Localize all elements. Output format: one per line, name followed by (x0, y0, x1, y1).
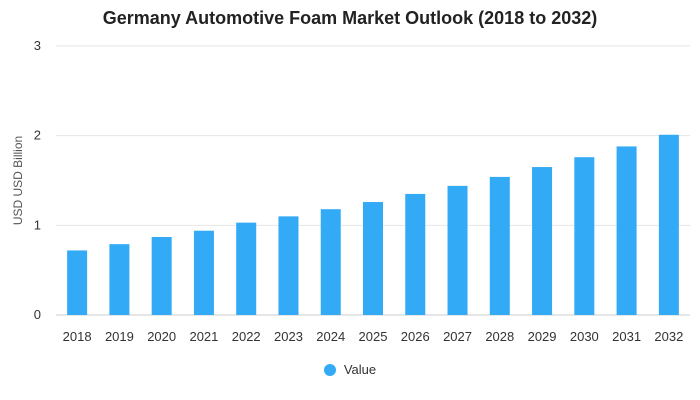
bar-2023[interactable] (278, 216, 299, 315)
x-tick-label: 2019 (105, 329, 134, 344)
x-tick-label: 2020 (147, 329, 176, 344)
x-tick-label: 2031 (612, 329, 641, 344)
x-tick-label: 2025 (359, 329, 388, 344)
legend: Value (0, 362, 700, 377)
bar-2025[interactable] (363, 202, 383, 315)
x-tick-label: 2018 (63, 329, 92, 344)
bar-2027[interactable] (447, 185, 468, 315)
x-tick-label: 2024 (316, 329, 345, 344)
x-tick-label: 2028 (485, 329, 514, 344)
y-tick-label: 3 (34, 38, 41, 53)
bar-2026[interactable] (405, 193, 426, 315)
bar-2021[interactable] (193, 230, 214, 315)
y-tick-label: 0 (34, 307, 41, 322)
x-tick-label: 2026 (401, 329, 430, 344)
y-axis-ticks: 0 1 2 3 (34, 38, 41, 322)
bar-2018[interactable] (67, 250, 88, 315)
x-tick-label: 2029 (528, 329, 557, 344)
x-tick-label: 2021 (189, 329, 218, 344)
x-tick-label: 2030 (570, 329, 599, 344)
bar-2030[interactable] (574, 157, 595, 315)
legend-swatch-icon (323, 363, 336, 376)
x-axis-ticks: 2018 2019 2020 2021 2022 2023 2024 2025 2026 2027… (63, 329, 684, 344)
x-tick-label: 2022 (232, 329, 261, 344)
y-tick-label: 2 (34, 128, 41, 143)
bar-2020[interactable] (151, 236, 172, 315)
legend-label[interactable]: Value (343, 362, 377, 377)
x-tick-label: 2027 (443, 329, 472, 344)
bar-2029[interactable] (532, 167, 553, 315)
bars (67, 134, 679, 315)
bar-2019[interactable] (109, 244, 130, 315)
x-tick-label: 2023 (274, 329, 303, 344)
bar-2022[interactable] (236, 222, 257, 315)
y-axis-title: USD USD Billion (11, 136, 25, 225)
y-tick-label: 1 (34, 217, 41, 232)
x-tick-label: 2032 (654, 329, 683, 344)
bar-2028[interactable] (489, 176, 510, 315)
bar-2024[interactable] (320, 209, 341, 315)
bar-2031[interactable] (616, 146, 637, 315)
bar-2032[interactable] (658, 134, 679, 315)
chart-title: Germany Automotive Foam Market Outlook (… (102, 8, 598, 28)
